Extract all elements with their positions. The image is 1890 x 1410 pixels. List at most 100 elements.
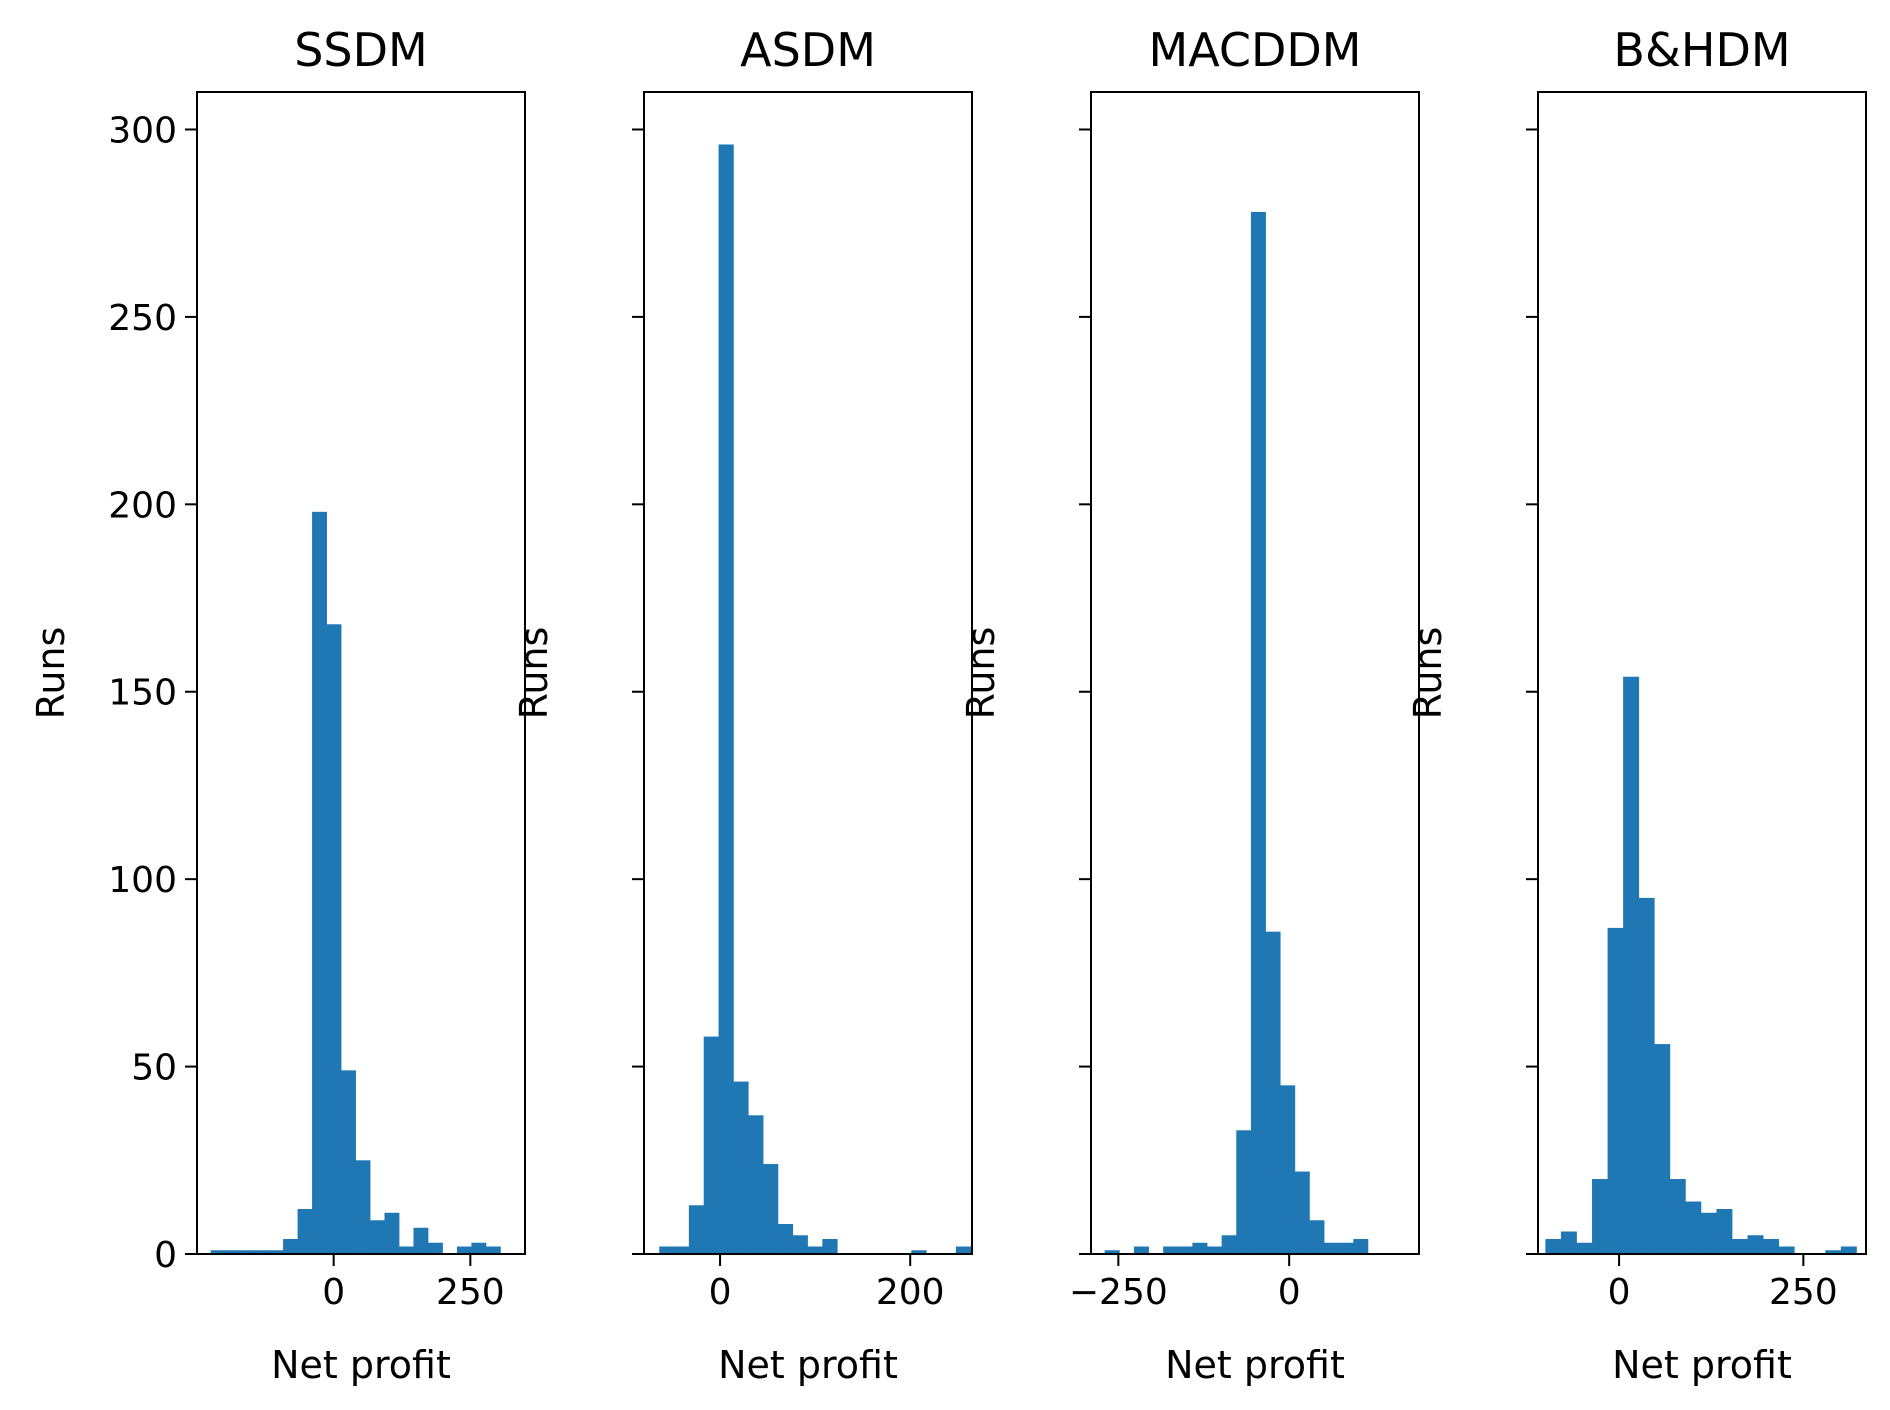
x-tick-label: 250 [1769,1272,1838,1313]
histogram-bar [1669,1179,1686,1254]
x-axis-label: Net profit [718,1343,898,1387]
histogram-bar [1163,1246,1179,1254]
histogram-bar [1250,211,1266,1255]
histogram-bar [1654,1044,1671,1254]
histogram-bar [1236,1130,1252,1254]
histogram-bar [1638,897,1655,1254]
histogram-bar [1732,1239,1748,1254]
y-axis-label: Runs [959,627,1003,720]
y-tick-label: 250 [108,298,177,339]
histogram-bar [1207,1246,1223,1254]
histogram-bar [210,1250,226,1254]
histogram-bar [312,511,327,1254]
axes-frame [1537,91,1867,1255]
bars [659,144,972,1255]
histogram-bar [471,1242,487,1254]
histogram-bar [1560,1231,1577,1254]
histogram-bar [1133,1246,1149,1254]
histogram-bar [427,1242,443,1254]
histogram-bar [1685,1201,1702,1254]
histogram-bar [703,1036,719,1254]
x-tick-label: 0 [1278,1272,1301,1313]
axes-frame [1090,91,1420,1255]
x-axis-label: Net profit [271,1343,451,1387]
histogram-bar [1294,1171,1310,1254]
bars [1104,211,1369,1255]
histogram-bar [733,1081,749,1254]
x-tick-label: 200 [876,1272,945,1313]
histogram-bar [283,1239,298,1254]
histogram-bar [955,1246,972,1254]
panel-title: B&HDM [1613,23,1790,77]
histogram-bar [777,1224,794,1254]
histogram-bar [239,1250,255,1254]
histogram-bar [1700,1212,1717,1254]
histogram-bar [1280,1085,1296,1254]
histogram-bar [254,1250,270,1254]
histogram-bar [398,1246,414,1254]
histogram-bar [674,1246,690,1254]
bars [1545,676,1857,1254]
histogram-bar [370,1220,385,1254]
y-tick-label: 0 [154,1235,177,1276]
bars [210,511,501,1254]
histogram-bar [1747,1235,1764,1254]
y-tick-label: 150 [108,673,177,714]
histogram-bar [1840,1246,1857,1254]
histogram-bar [1545,1239,1562,1254]
histogram-bar [718,144,734,1255]
y-tick-label: 50 [131,1048,177,1089]
panel-0: 0 50 100 150 200 250 300 0 250 SSDM Net profit Runs [29,23,526,1387]
y-axis-label: Runs [1406,627,1450,720]
histogram-bar [1763,1239,1780,1254]
histogram-bar [1338,1242,1354,1254]
histogram-bar [763,1164,779,1254]
histogram-bar [1607,927,1624,1254]
histogram-bar [688,1205,705,1254]
histogram-bar [297,1209,313,1254]
histogram-bar [1309,1220,1325,1254]
x-axis-label: Net profit [1612,1343,1792,1387]
histogram-bar [413,1227,429,1254]
panel-1: 0 200 ASDM Net profit Runs [512,23,973,1387]
axes-frame [196,91,526,1255]
histogram-bar [485,1246,501,1254]
histogram-bar [355,1160,371,1254]
histogram-bar [1778,1246,1795,1254]
histogram-bar [1716,1209,1733,1254]
panel-title: MACDDM [1149,23,1362,77]
y-tick-label: 100 [108,860,177,901]
histogram-bar [807,1246,823,1254]
histogram-bar [341,1070,356,1254]
histogram-bar [1177,1246,1193,1254]
y-tick-label: 200 [108,485,177,526]
histogram-bar [1221,1235,1237,1254]
panel-title: ASDM [740,23,876,77]
histogram-bar [456,1246,472,1254]
histogram-bar [1104,1250,1120,1254]
histogram-bar [1192,1242,1208,1254]
x-tick-label: 250 [436,1272,505,1313]
panel-title: SSDM [294,23,428,77]
histogram-bar [792,1235,808,1254]
x-axis-label: Net profit [1165,1343,1345,1387]
histogram-bar [748,1115,764,1254]
y-axis-label: Runs [29,627,73,720]
histogram-bar [1623,676,1640,1254]
histogram-bar [1324,1242,1340,1254]
histogram-bar [1576,1242,1593,1254]
histogram-bar [1592,1179,1608,1254]
x-tick-label: 0 [1608,1272,1631,1313]
x-tick-label: 0 [322,1272,345,1313]
y-tick-label: 300 [108,110,177,151]
histogram-bar [225,1250,241,1254]
x-tick-label: −250 [1069,1272,1168,1313]
histogram-bar [1825,1250,1842,1254]
x-tick-label: 0 [709,1272,732,1313]
y-axis-label: Runs [512,627,556,720]
histogram-bar [1265,931,1281,1254]
histogram-bar [326,624,342,1254]
axes-frame [643,91,973,1255]
